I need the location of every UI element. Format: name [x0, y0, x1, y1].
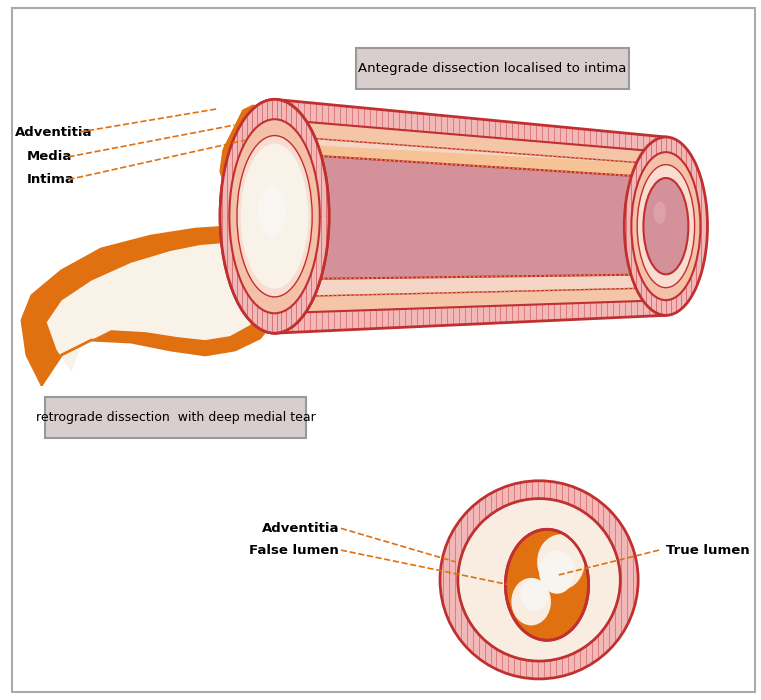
Ellipse shape: [240, 144, 308, 288]
Text: False lumen: False lumen: [249, 544, 339, 556]
Polygon shape: [275, 136, 666, 178]
Ellipse shape: [237, 136, 312, 297]
Polygon shape: [220, 105, 322, 209]
Text: Adventitia: Adventitia: [262, 522, 339, 535]
FancyBboxPatch shape: [45, 397, 306, 438]
Ellipse shape: [537, 534, 584, 590]
Text: Adventitia: Adventitia: [15, 125, 93, 139]
Polygon shape: [46, 243, 272, 372]
Ellipse shape: [505, 529, 588, 641]
Ellipse shape: [632, 152, 700, 300]
Polygon shape: [285, 144, 666, 178]
Ellipse shape: [258, 184, 285, 237]
Ellipse shape: [220, 99, 329, 333]
Polygon shape: [275, 99, 666, 333]
Text: True lumen: True lumen: [667, 544, 750, 556]
Ellipse shape: [624, 137, 708, 315]
Polygon shape: [275, 274, 666, 297]
Text: Intima: Intima: [27, 173, 75, 186]
Text: Antegrade dissection localised to intima: Antegrade dissection localised to intima: [358, 62, 627, 75]
Polygon shape: [275, 153, 666, 279]
Ellipse shape: [511, 578, 551, 625]
Polygon shape: [275, 99, 666, 152]
Ellipse shape: [539, 550, 575, 594]
Polygon shape: [275, 300, 666, 333]
Ellipse shape: [229, 119, 320, 314]
Text: retrograde dissection  with deep medial tear: retrograde dissection with deep medial t…: [36, 411, 315, 424]
Polygon shape: [22, 228, 289, 385]
Polygon shape: [227, 110, 316, 205]
Ellipse shape: [458, 498, 620, 661]
Ellipse shape: [643, 178, 689, 274]
Polygon shape: [275, 119, 666, 314]
Text: Media: Media: [27, 150, 72, 163]
FancyBboxPatch shape: [356, 48, 629, 90]
Ellipse shape: [229, 119, 320, 314]
Ellipse shape: [521, 579, 548, 610]
Ellipse shape: [440, 481, 638, 679]
Ellipse shape: [637, 164, 695, 288]
Ellipse shape: [654, 202, 666, 224]
Ellipse shape: [220, 99, 329, 333]
